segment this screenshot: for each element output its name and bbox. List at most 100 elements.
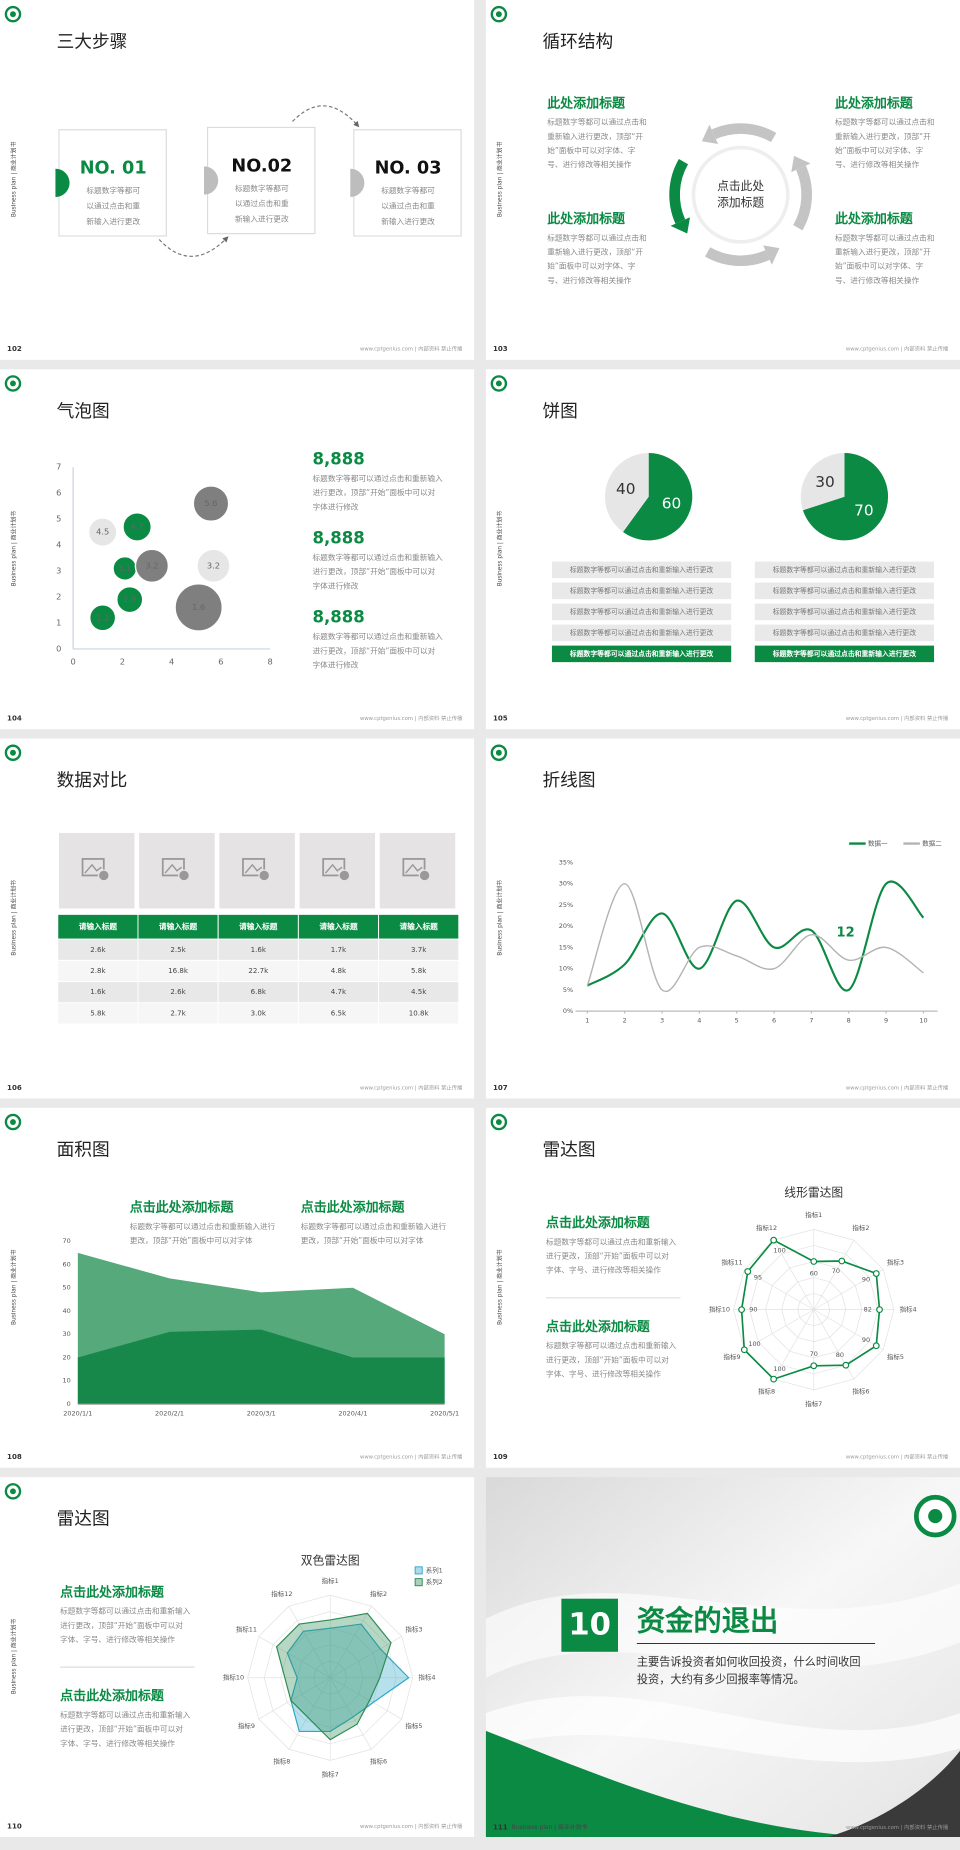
- pie-slice: [800, 453, 845, 511]
- image-icon: [81, 858, 105, 877]
- radar-spoke: [258, 1677, 331, 1720]
- text-row: [551, 645, 732, 663]
- bubble-label: 3.2: [145, 560, 158, 570]
- radar-spoke: [330, 1636, 402, 1679]
- cell-text: 1.6k: [90, 987, 106, 996]
- slide: Business plan | 商业计划书 105 www.cptgenius.co…: [485, 369, 960, 730]
- text-row: [754, 582, 935, 600]
- item-text: 字体、字号、进行修改等相关操作: [546, 1265, 661, 1275]
- image-icon: [164, 863, 183, 874]
- item-text: 始”面板中可以对字体、字: [547, 261, 636, 271]
- decor-swoosh: [485, 1696, 960, 1763]
- image-icon: [418, 869, 431, 882]
- logo-center: [10, 749, 16, 756]
- cycle-arrowhead: [763, 245, 780, 265]
- y-tick-label: 10%: [559, 965, 573, 973]
- slide: 10 资金的退出主要告诉投资者如何收回投资，什么时间收回投资，大约有多少回报率等情…: [485, 1477, 960, 1838]
- y-tick-label: 0: [56, 643, 61, 653]
- item-text: 始”面板中可以对字体、字: [835, 261, 924, 271]
- logo-center: [495, 749, 502, 756]
- item-text: 进行更改，顶部“开始”面板中可以对: [313, 645, 436, 655]
- bubble-label: 1.6: [192, 602, 205, 612]
- y-tick-label: 0: [67, 1400, 71, 1408]
- step-text: 新输入进行更改: [381, 216, 435, 226]
- side-label: Business plan | 商业计划书: [10, 1619, 18, 1695]
- footer: www.cptgenius.com | 内部资料 禁止传播: [846, 1453, 949, 1461]
- radar-marker: [738, 1306, 746, 1314]
- value-label: 100: [748, 1340, 760, 1348]
- side-label: Business plan | 商业计划书: [10, 1249, 18, 1325]
- legend-label: 系列1: [426, 1565, 443, 1574]
- header-text: 请输入标题: [319, 921, 358, 931]
- radar-spoke: [288, 1677, 331, 1750]
- cell-text: 6.8k: [251, 987, 267, 996]
- bubble-label: 3.2: [207, 560, 220, 570]
- radar-marker: [872, 1270, 880, 1277]
- row-text: 标题数字等都可以通过点击和重新输入进行更改: [772, 649, 917, 658]
- radar-spoke: [773, 1239, 815, 1310]
- header-text: 请输入标题: [400, 921, 439, 931]
- row-text: 标题数字等都可以通过点击和重新输入进行更改: [773, 565, 917, 574]
- item-text: 始”面板中可以对字体、字: [835, 145, 924, 155]
- bubble-label: 3.1: [118, 563, 131, 573]
- decor-green: [485, 1730, 876, 1838]
- item-text: 标题数字等都可以通过点击和重新输入进行: [130, 1221, 276, 1231]
- category-label: 指标11: [236, 1624, 257, 1633]
- text-row: [551, 582, 732, 600]
- category-label: 指标6: [852, 1386, 869, 1395]
- x-tick-label: 0: [70, 656, 75, 666]
- center-circle: [691, 145, 790, 244]
- y-tick-label: 7: [56, 462, 61, 472]
- slide: Business plan | 商业计划书 109 www.cptgenius.co…: [485, 1107, 960, 1468]
- radar-marker: [744, 1268, 752, 1275]
- row-text: 标题数字等都可以通过点击和重新输入进行更改: [570, 565, 714, 574]
- step-text: 以通过点击和重: [86, 200, 140, 210]
- category-label: 指标6: [370, 1757, 387, 1766]
- text-row: [754, 561, 935, 579]
- center-text: 点击此处: [717, 179, 764, 193]
- category-label: 指标9: [724, 1352, 741, 1361]
- item-heading: 8,888: [313, 450, 365, 469]
- step-tab: [204, 166, 219, 195]
- y-tick-label: 60: [63, 1260, 71, 1268]
- side-label: Business plan | 商业计划书: [496, 880, 504, 956]
- item-title: 此处添加标题: [547, 211, 625, 227]
- x-tick-label: 5: [735, 1017, 739, 1025]
- side-label: Business plan | 商业计划书: [496, 141, 504, 217]
- radar-marker: [876, 1306, 883, 1314]
- text-row: [551, 624, 732, 642]
- cell-text: 2.5k: [170, 945, 186, 954]
- item-text: 更改，顶部“开始”面板中可以对字体: [130, 1235, 253, 1245]
- y-tick-label: 6: [56, 488, 61, 498]
- text-row: [551, 603, 732, 621]
- category-label: 指标8: [273, 1757, 290, 1766]
- value-label: 95: [754, 1273, 762, 1281]
- y-tick-label: 25%: [559, 901, 573, 909]
- category-label: 指标2: [370, 1589, 387, 1598]
- pie-slice: [622, 453, 693, 541]
- image-icon: [338, 869, 351, 882]
- cycle-arrowhead: [701, 124, 719, 145]
- bubble: [196, 548, 231, 584]
- step-tab: [55, 168, 70, 198]
- text-row: [754, 603, 935, 621]
- page-number: 109: [493, 1452, 508, 1461]
- step-text: 以通过点击和重: [235, 198, 289, 208]
- y-tick-label: 40: [63, 1307, 71, 1315]
- slide-title: 饼图: [543, 401, 578, 422]
- item-title: 点击此处添加标题: [301, 1200, 405, 1216]
- category-label: 指标1: [322, 1576, 339, 1585]
- footer: www.cptgenius.com | 内部资料 禁止传播: [360, 714, 463, 722]
- page-number: 106: [7, 1083, 22, 1092]
- step-box: [58, 129, 167, 237]
- cell-text: 22.7k: [248, 966, 269, 975]
- logo-center: [10, 380, 16, 387]
- row-text: 标题数字等都可以通过点击和重新输入进行更改: [773, 628, 917, 637]
- cycle-arc: [711, 123, 777, 143]
- connector: [292, 105, 360, 128]
- pie-slice: [605, 453, 649, 533]
- section-number-box: [561, 1598, 618, 1652]
- item-title: 点击此处添加标题: [546, 1215, 650, 1231]
- category-label: 指标8: [758, 1386, 775, 1395]
- item-title: 此处添加标题: [835, 211, 913, 227]
